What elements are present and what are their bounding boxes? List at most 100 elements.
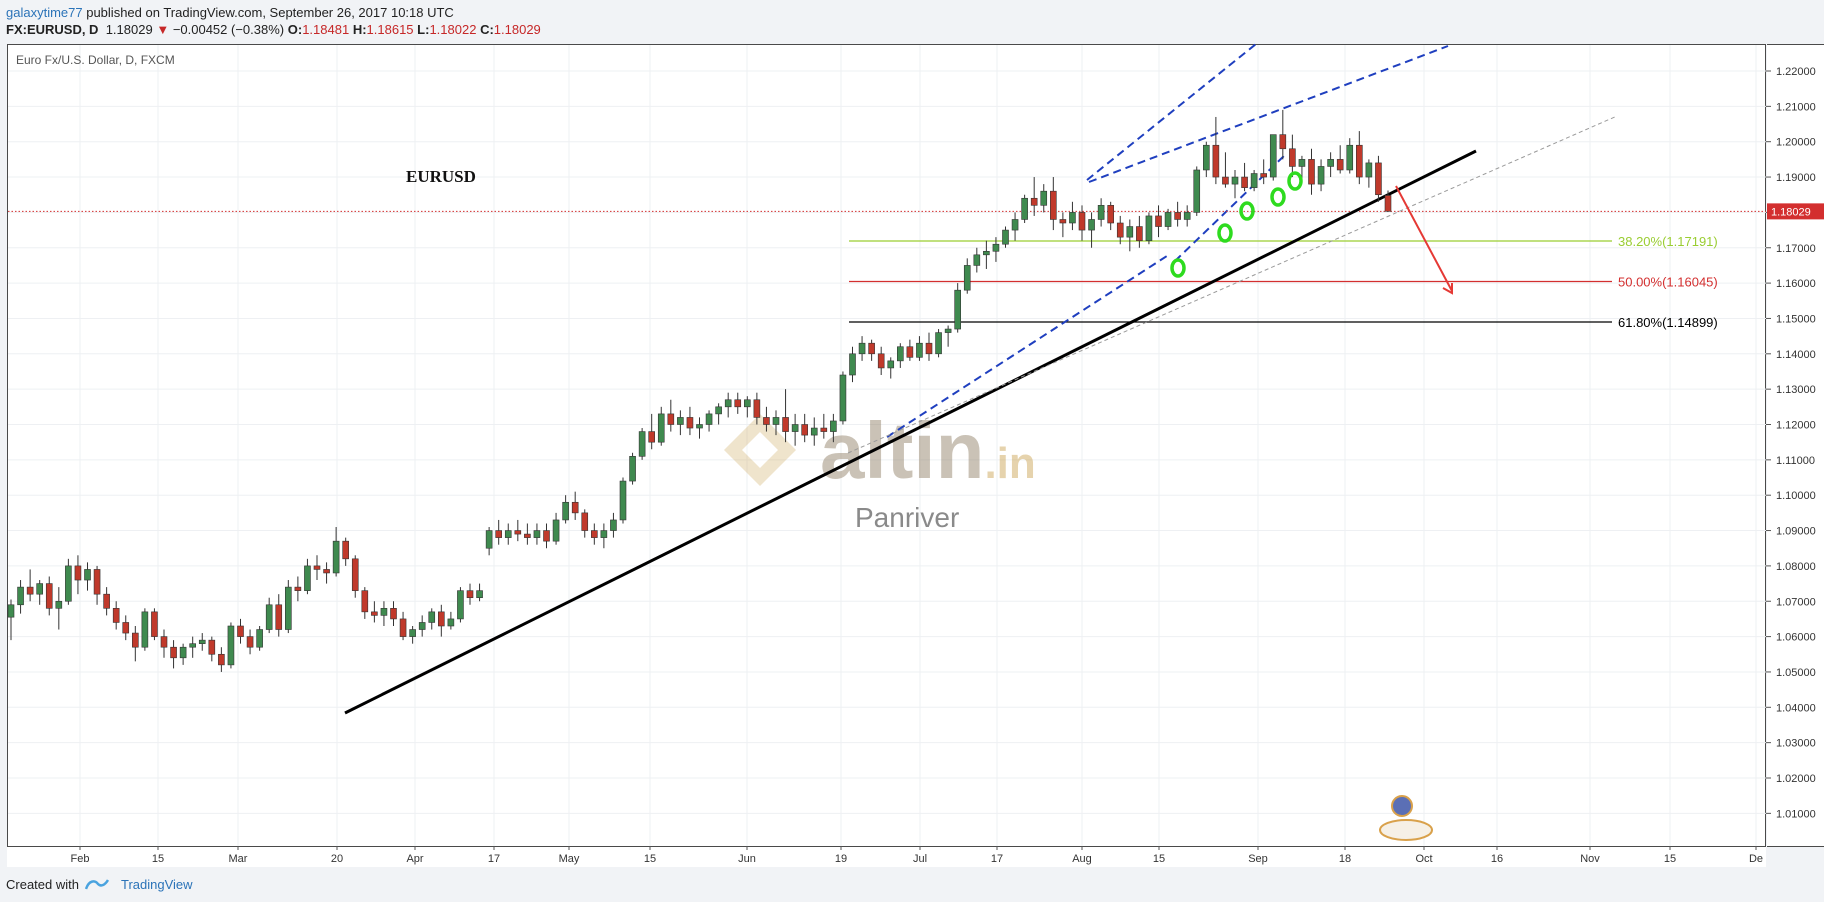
symbol-label: FX:EURUSD, D [6, 22, 99, 37]
candle [839, 371, 847, 425]
candle [189, 636, 196, 658]
candle-body [45, 583, 53, 609]
candle-body [973, 254, 981, 266]
x-tick-label: 17 [991, 853, 1003, 865]
candle-body [571, 501, 579, 514]
channel-line [1086, 43, 1257, 181]
candle-body [744, 399, 751, 408]
candle-body [552, 519, 560, 542]
author-link[interactable]: galaxytime77 [6, 5, 83, 20]
y-tick-label: 1.04000 [1776, 702, 1816, 714]
price-axis[interactable] [1767, 44, 1824, 847]
candle [198, 633, 206, 651]
candle-body [1327, 159, 1334, 167]
arrow-head-icon [1442, 283, 1453, 295]
candle-body [1375, 162, 1382, 196]
candle [438, 604, 445, 637]
y-tick-label: 1.20000 [1776, 137, 1816, 149]
candle [753, 392, 761, 425]
candle-body [1260, 173, 1267, 178]
candle-body [1231, 176, 1239, 185]
candle-body [657, 413, 665, 443]
tradingview-link[interactable]: TradingView [120, 876, 193, 892]
candle [514, 519, 522, 542]
candle [17, 580, 24, 614]
y-tick-label: 1.14000 [1776, 349, 1816, 361]
candle [600, 523, 608, 549]
candle [151, 608, 158, 641]
candle-body [1078, 212, 1086, 231]
candle-body [629, 456, 636, 482]
candle [782, 389, 789, 443]
candle-body [734, 399, 742, 408]
tradingview-logo-icon [84, 879, 109, 890]
header: galaxytime77 published on TradingView.co… [6, 4, 1824, 38]
candle-body [1126, 226, 1134, 238]
candle [1002, 226, 1009, 248]
candle-body [705, 413, 713, 425]
x-tick-label: 18 [1339, 853, 1351, 865]
x-tick-label: Feb [71, 853, 90, 865]
candle [1327, 152, 1334, 178]
x-tick-label: Mar [229, 853, 248, 865]
candle [1279, 109, 1287, 160]
candle-body [323, 569, 330, 574]
candle [466, 583, 474, 605]
candle-body [1279, 134, 1287, 150]
candle [351, 555, 359, 598]
candle-body [954, 289, 961, 330]
x-tick-label: Apr [406, 853, 423, 865]
candle-body [466, 590, 474, 599]
candle [552, 512, 560, 545]
candle-body [906, 346, 914, 358]
watermark-sub: Panriver [855, 502, 959, 533]
candle-body [887, 360, 895, 369]
candle [533, 523, 541, 545]
candle [1050, 177, 1057, 231]
candle-body [74, 565, 82, 581]
candle-body [638, 431, 646, 457]
candle [543, 523, 550, 549]
footer: Created with TradingView [6, 874, 193, 894]
y-tick-label: 1.05000 [1776, 667, 1816, 679]
candle [380, 601, 388, 626]
candle [638, 428, 646, 460]
candle [1078, 205, 1086, 241]
candle [581, 509, 589, 538]
event-flag-eu-icon [1391, 795, 1413, 817]
candle-body [246, 636, 254, 648]
candle [610, 512, 617, 538]
candle [141, 608, 149, 651]
y-tick-label: 1.21000 [1776, 101, 1816, 113]
candle [55, 587, 63, 630]
candle [1289, 134, 1296, 178]
fib-retracement: 38.20%(1.17191) 50.00%(1.16045) 61.80%(1.1… [849, 234, 1718, 330]
low-label: L: [417, 22, 430, 37]
candle-body [925, 342, 933, 355]
candle [1107, 201, 1114, 231]
candle-body [1183, 212, 1191, 220]
change-value: −0.00452 (−0.38%) [172, 22, 285, 37]
candle [763, 406, 770, 432]
price-tag [1767, 203, 1824, 220]
candle [677, 410, 684, 436]
candle-body [265, 604, 273, 630]
candle [1174, 201, 1181, 227]
candle [26, 569, 34, 602]
candle [45, 576, 53, 616]
candle [925, 332, 933, 361]
candle [208, 636, 216, 662]
candle [1346, 138, 1354, 174]
y-tick-label: 1.11000 [1776, 455, 1815, 467]
y-tick-label: 1.15000 [1776, 313, 1816, 325]
candle-body [1136, 226, 1143, 241]
chart-canvas[interactable]: altin.in Panriver 38.20%(1.17191) 50.00%(1… [0, 0, 1824, 870]
candle-body [256, 629, 263, 648]
eurusd-annotation: EURUSD [406, 167, 476, 186]
chart-title: Euro Fx/U.S. Dollar, D, FXCM [16, 53, 175, 67]
candle [619, 477, 627, 524]
candle [705, 410, 713, 432]
y-tick-label: 1.01000 [1776, 808, 1816, 820]
main-trendline [344, 149, 1477, 715]
time-axis[interactable] [7, 847, 1766, 867]
